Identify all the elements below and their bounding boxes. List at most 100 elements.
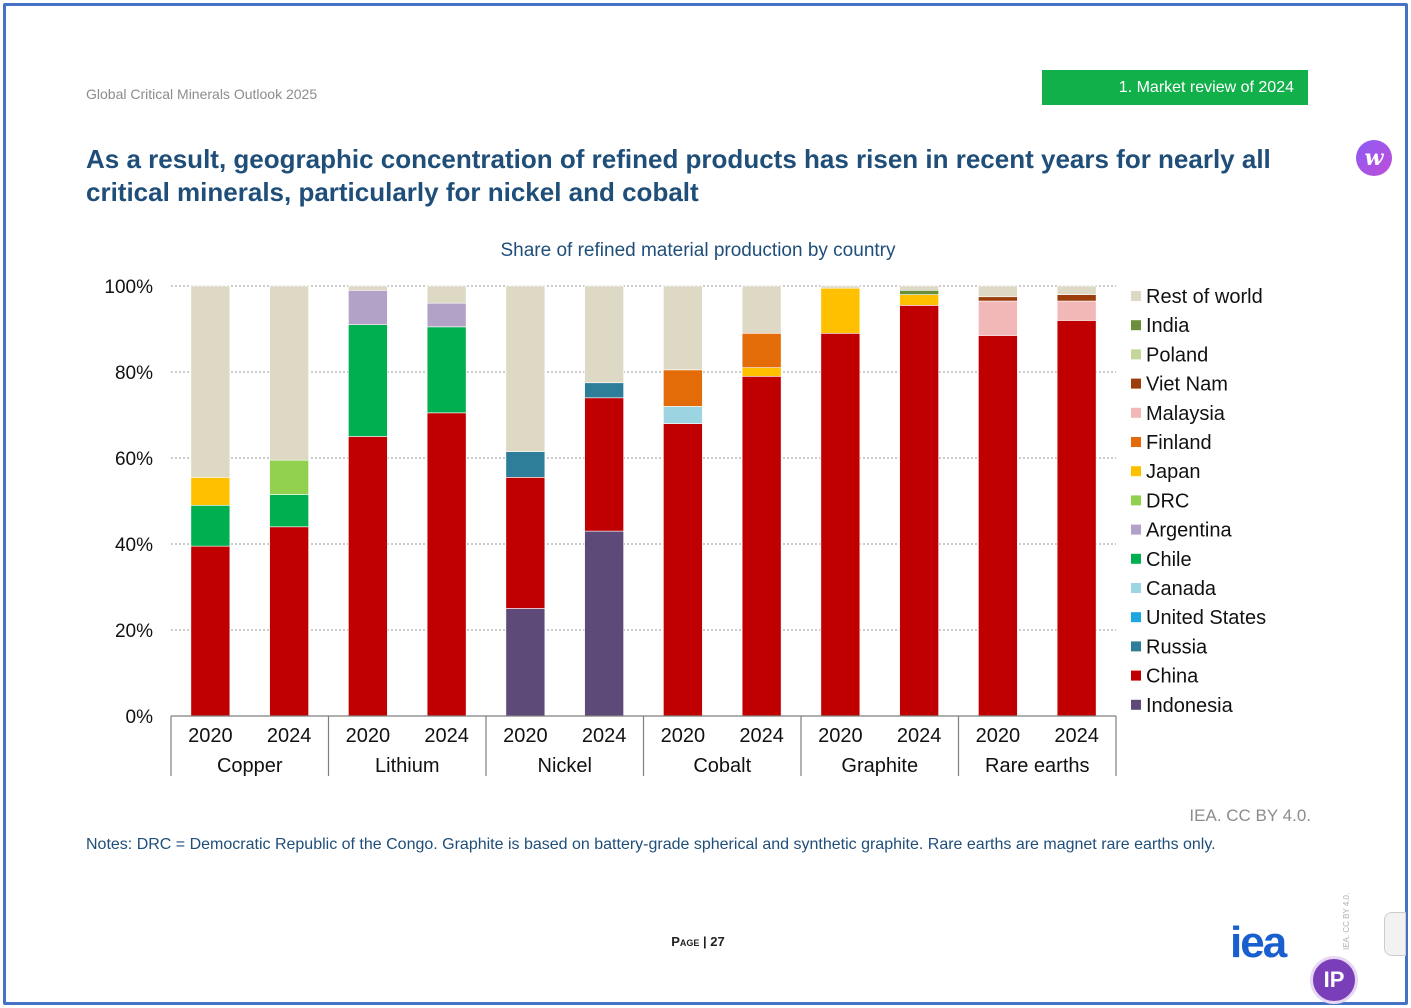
bar-segment bbox=[348, 436, 388, 717]
legend-label: Rest of world bbox=[1146, 286, 1263, 308]
legend-label: China bbox=[1146, 666, 1199, 688]
group-label: Nickel bbox=[538, 755, 592, 777]
slide-title: As a result, geographic concentration of… bbox=[86, 144, 1271, 207]
bar-segment bbox=[269, 526, 309, 717]
section-badge: 1. Market review of 2024 bbox=[1042, 70, 1308, 105]
bar-segment bbox=[584, 530, 624, 717]
bar-segment bbox=[1056, 285, 1097, 295]
bar-segment bbox=[505, 608, 546, 717]
group-label: Copper bbox=[217, 755, 283, 777]
legend-label: Viet Nam bbox=[1146, 374, 1228, 396]
x-tick-label: 2020 bbox=[188, 725, 233, 747]
legend-swatch bbox=[1131, 407, 1141, 418]
bar-segment bbox=[978, 335, 1018, 717]
legend-label: Russia bbox=[1146, 636, 1208, 658]
legend-swatch bbox=[1131, 291, 1141, 301]
bar-segment bbox=[820, 332, 861, 717]
legend-swatch bbox=[1131, 349, 1141, 360]
credit-text: IEA. CC BY 4.0. bbox=[1189, 806, 1311, 825]
side-panel-tab[interactable] bbox=[1384, 912, 1406, 956]
bar-segment bbox=[978, 296, 1018, 302]
legend-label: India bbox=[1146, 315, 1190, 337]
group-label: Graphite bbox=[841, 755, 918, 777]
extension-icon[interactable]: w bbox=[1356, 140, 1392, 176]
legend-swatch bbox=[1131, 524, 1141, 535]
ip-assistant-icon[interactable]: IP bbox=[1310, 956, 1358, 1004]
bar-segment bbox=[348, 324, 388, 437]
bar-segment bbox=[820, 285, 861, 289]
bar-segment bbox=[741, 367, 782, 377]
bar-segment bbox=[741, 332, 782, 368]
legend-label: Malaysia bbox=[1146, 403, 1226, 425]
bar-segment bbox=[426, 412, 467, 717]
bar-segment bbox=[978, 285, 1018, 298]
page-number: Page | 27 bbox=[671, 934, 725, 949]
bar-segment bbox=[663, 406, 703, 424]
y-tick-label: 40% bbox=[115, 535, 153, 556]
bar-segment bbox=[190, 545, 231, 717]
legend-label: United States bbox=[1146, 607, 1266, 629]
report-name: Global Critical Minerals Outlook 2025 bbox=[86, 86, 318, 102]
bar-segment bbox=[820, 287, 861, 334]
bar-segment bbox=[899, 294, 939, 306]
bar-segment bbox=[584, 285, 624, 384]
legend-swatch bbox=[1131, 320, 1141, 331]
bar-segment bbox=[348, 285, 388, 291]
x-tick-label: 2024 bbox=[1054, 725, 1099, 747]
y-tick-label: 100% bbox=[104, 277, 153, 298]
stacked-bar-chart: 0% 20% 40% 60% 80% 100% Copper Lithium Nickel Cob… bbox=[104, 277, 1266, 777]
legend-swatch bbox=[1131, 437, 1141, 447]
bar-segment bbox=[269, 494, 309, 528]
slide-frame bbox=[3, 3, 1408, 1005]
legend-swatch bbox=[1131, 553, 1141, 564]
legend-label: Indonesia bbox=[1146, 695, 1234, 717]
bar-segment bbox=[269, 459, 309, 495]
bar-segment bbox=[584, 397, 624, 532]
y-tick-label: 60% bbox=[115, 449, 153, 470]
chart-notes: Notes: DRC = Democratic Republic of the … bbox=[86, 836, 1216, 853]
y-tick-label: 80% bbox=[115, 363, 153, 384]
legend-swatch bbox=[1131, 583, 1141, 593]
bar-segment bbox=[505, 477, 546, 609]
x-tick-label: 2024 bbox=[897, 725, 942, 747]
legend-label: DRC bbox=[1146, 490, 1189, 512]
iea-logo: iea bbox=[1230, 918, 1287, 967]
legend-label: Finland bbox=[1146, 432, 1212, 454]
legend-label: Argentina bbox=[1146, 520, 1232, 542]
legend-swatch bbox=[1131, 466, 1141, 477]
x-tick-label: 2024 bbox=[424, 725, 469, 747]
bar-segment bbox=[663, 423, 703, 717]
x-tick-label: 2020 bbox=[976, 725, 1021, 747]
x-tick-label: 2024 bbox=[739, 725, 784, 747]
x-tick-label: 2020 bbox=[346, 725, 391, 747]
legend-label: Poland bbox=[1146, 344, 1208, 366]
legend-swatch bbox=[1131, 612, 1141, 623]
x-tick-label: 2024 bbox=[582, 725, 627, 747]
bar-segment bbox=[899, 285, 939, 291]
bar-segment bbox=[663, 369, 703, 407]
bar-segment bbox=[663, 285, 703, 371]
legend-label: Canada bbox=[1146, 578, 1217, 600]
y-tick-label: 0% bbox=[126, 707, 154, 728]
bar-segment bbox=[741, 375, 782, 717]
group-label: Rare earths bbox=[985, 755, 1090, 777]
bar-segment bbox=[1056, 300, 1097, 321]
bar-segment bbox=[269, 285, 309, 461]
legend-label: Chile bbox=[1146, 549, 1192, 571]
bar-segment bbox=[190, 285, 231, 478]
bar-segment bbox=[426, 302, 467, 328]
bar-segment bbox=[899, 305, 939, 717]
x-tick-label: 2020 bbox=[818, 725, 863, 747]
legend-swatch bbox=[1131, 699, 1141, 710]
chart-title: Share of refined material production by … bbox=[500, 240, 896, 261]
bar-segment bbox=[899, 289, 939, 295]
legend-swatch bbox=[1131, 378, 1141, 389]
bar-segment bbox=[1056, 320, 1097, 717]
bar-segment bbox=[978, 300, 1018, 336]
legend-swatch bbox=[1131, 495, 1141, 506]
legend-swatch bbox=[1131, 641, 1141, 652]
vertical-credit: IEA. CC BY 4.0. bbox=[1342, 892, 1351, 950]
bar-segment bbox=[426, 285, 467, 304]
legend-swatch bbox=[1131, 670, 1141, 681]
y-tick-label: 20% bbox=[115, 621, 153, 642]
